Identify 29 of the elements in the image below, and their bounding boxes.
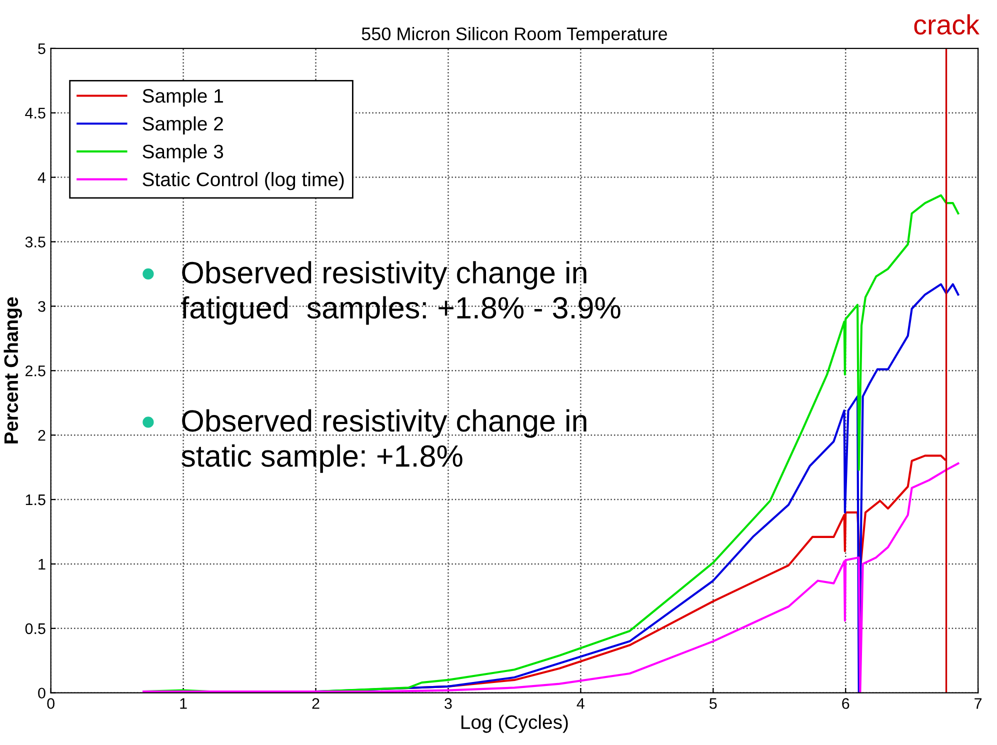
- annotation: Observed resistivity change in fatigued samples: +1.8% - 3.9%: [181, 261, 620, 325]
- y-tick-label: 0.5: [25, 623, 46, 634]
- y-tick-label: 3.5: [25, 236, 46, 248]
- y-tick-label: 2: [38, 430, 46, 441]
- x-tick-label: 1: [180, 698, 187, 709]
- x-tick-label: 0: [47, 698, 54, 709]
- y-tick-label: 5: [38, 43, 46, 54]
- legend-label: Sample 1: [142, 88, 223, 107]
- x-tick-label: 7: [974, 698, 982, 709]
- y-tick-label: 2.5: [26, 366, 46, 376]
- x-tick-label: 4: [576, 698, 584, 709]
- y-tick-label: 4.5: [25, 108, 46, 119]
- y-tick-label: 1: [38, 558, 46, 570]
- ref-line-label: crack: [914, 14, 980, 35]
- legend-label: Sample 3: [142, 144, 224, 162]
- x-tick-label: 6: [842, 698, 850, 709]
- x-tick-label: 3: [444, 698, 452, 709]
- x-tick-label: 2: [312, 698, 320, 709]
- legend-label: Sample 2: [142, 116, 223, 134]
- legend-label: Static Control (log time): [142, 172, 344, 190]
- y-tick-label: 0: [38, 688, 46, 699]
- x-axis-title: Log (Cycles): [461, 714, 568, 733]
- chart-title: 550 Micron Silicon Room Temperature: [362, 27, 668, 44]
- y-tick-label: 3: [38, 301, 46, 312]
- y-axis-title: Percent Change: [4, 297, 22, 444]
- x-tick-label: 5: [710, 698, 717, 709]
- y-tick-label: 1.5: [26, 494, 46, 506]
- annotation: Observed resistivity change in static sample: +1.8%: [182, 409, 586, 473]
- y-tick-label: 4: [38, 172, 46, 183]
